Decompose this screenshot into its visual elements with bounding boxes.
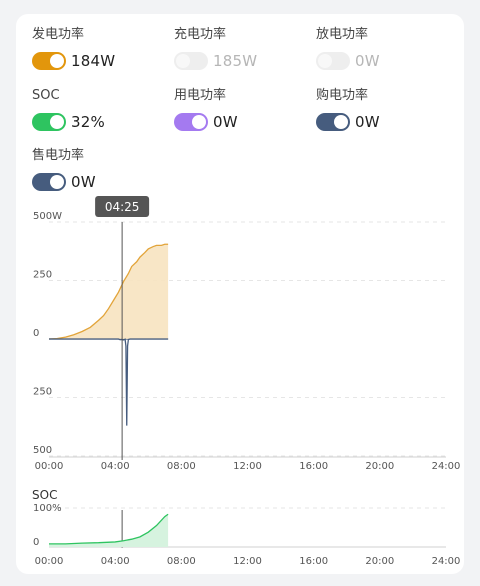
soc-chart-title: SOC	[32, 488, 57, 502]
metric-value: 0W	[355, 52, 380, 70]
metric-value: 0W	[71, 173, 96, 191]
metric-label: 充电功率	[174, 27, 227, 42]
metric-label: 用电功率	[174, 88, 227, 103]
x-tick-label: 16:00	[299, 461, 328, 472]
soc-x-tick-label: 20:00	[365, 556, 394, 567]
toggle-knob	[50, 175, 64, 189]
purchase-power-toggle[interactable]	[316, 113, 350, 131]
metric-value: 32%	[71, 113, 105, 131]
sell-power-toggle[interactable]	[32, 173, 66, 191]
toggle-knob	[50, 115, 64, 129]
metric-value: 184W	[71, 52, 116, 70]
grid-power-line	[49, 338, 169, 426]
soc-x-tick-label: 16:00	[299, 556, 328, 567]
toggle-knob	[334, 115, 348, 129]
metric-label: 发电功率	[32, 27, 85, 42]
metric-purchase-power: 购电功率 0W	[316, 87, 380, 132]
soc-y-tick-label: 100%	[33, 503, 62, 514]
discharge-power-toggle[interactable]	[316, 52, 350, 70]
y-tick-label: 500W	[33, 211, 62, 222]
y-tick-label: 0	[33, 328, 39, 339]
charge-power-toggle[interactable]	[174, 52, 208, 70]
soc-x-tick-label: 00:00	[35, 556, 64, 567]
y-tick-label: 250	[33, 387, 52, 398]
metric-consumption-power: 用电功率 0W	[174, 87, 238, 132]
x-tick-label: 20:00	[365, 461, 394, 472]
metric-charge-power: 充电功率 185W	[174, 26, 257, 71]
y-tick-label: 500	[33, 445, 52, 456]
metric-generation-power: 发电功率 184W	[32, 26, 115, 71]
power-chart: 500W 250 0 250 500 00:00 04:00 08:00 12:00 16:00 2…	[32, 196, 461, 567]
x-tick-label: 24:00	[432, 461, 461, 472]
toggle-knob	[318, 54, 332, 68]
metric-label: SOC	[32, 88, 60, 103]
x-tick-label: 12:00	[233, 461, 262, 472]
consumption-power-toggle[interactable]	[174, 113, 208, 131]
metric-value: 0W	[213, 113, 238, 131]
soc-toggle[interactable]	[32, 113, 66, 131]
tooltip-box	[95, 196, 150, 217]
toggle-knob	[176, 54, 190, 68]
metric-label: 购电功率	[316, 88, 369, 103]
energy-panel: 发电功率 184W 充电功率 185W 放电功率 0W SOC 32% 用电功率 0W 购电功率 0W…	[16, 14, 464, 574]
x-tick-label: 08:00	[167, 461, 196, 472]
metric-value: 0W	[355, 113, 380, 131]
metric-soc: SOC 32%	[32, 87, 105, 132]
soc-x-tick-label: 24:00	[432, 556, 461, 567]
toggle-knob	[192, 115, 206, 129]
generation-power-toggle[interactable]	[32, 52, 66, 70]
metric-value: 185W	[213, 52, 258, 70]
soc-y-tick-label: 0	[33, 537, 39, 548]
soc-x-tick-label: 08:00	[167, 556, 196, 567]
x-tick-label: 00:00	[35, 461, 64, 472]
tooltip-time: 04:25	[105, 200, 140, 214]
metric-label: 售电功率	[32, 148, 85, 163]
x-tick-label: 04:00	[101, 461, 130, 472]
y-tick-label: 250	[33, 270, 52, 281]
toggle-knob	[50, 54, 64, 68]
metric-label: 放电功率	[316, 27, 369, 42]
metric-sell-power: 售电功率 0W	[32, 147, 96, 192]
metric-discharge-power: 放电功率 0W	[316, 26, 380, 71]
soc-x-tick-label: 04:00	[101, 556, 130, 567]
soc-x-tick-label: 12:00	[233, 556, 262, 567]
soc-line	[49, 513, 169, 545]
soc-area	[49, 514, 169, 547]
generation-line	[48, 243, 169, 340]
generation-area	[49, 244, 169, 339]
